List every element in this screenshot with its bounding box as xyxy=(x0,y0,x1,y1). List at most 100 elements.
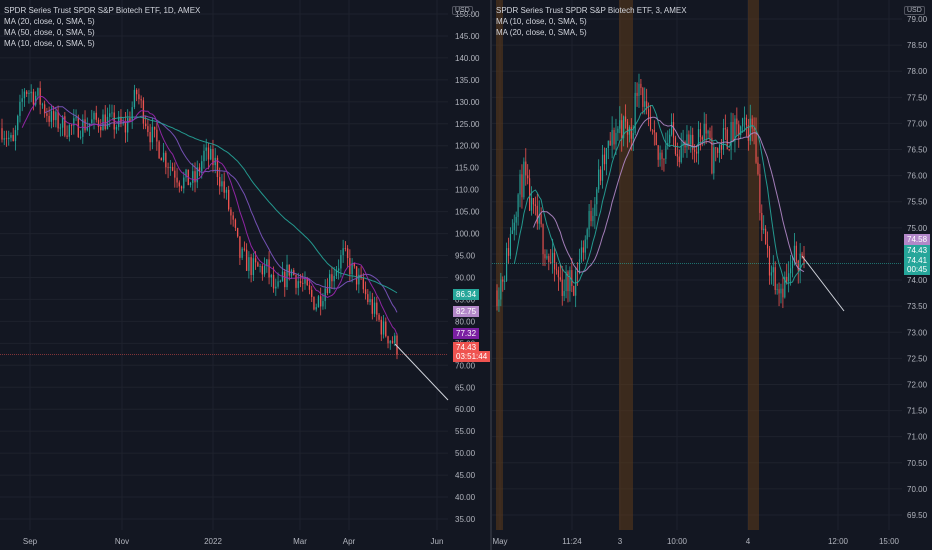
candle-body xyxy=(373,302,376,314)
candle-body xyxy=(678,156,680,163)
candle-body xyxy=(358,274,360,285)
candle-body xyxy=(396,335,398,355)
left-last-price-label: 74.43 xyxy=(453,342,480,353)
right-chart-pane[interactable]: 79.00 78.50 78.00 77.50 77.00 76.50 76.00 75.50… xyxy=(492,0,932,550)
candle-body xyxy=(651,129,653,131)
y-axis-tick-label: 130.00 xyxy=(455,98,480,107)
candle-body xyxy=(578,259,581,272)
candle-body xyxy=(786,276,788,282)
candle-body xyxy=(600,169,602,181)
candle-body xyxy=(21,98,23,102)
candle-body xyxy=(10,134,12,138)
y-axis-tick-label: 72.50 xyxy=(907,354,928,363)
left-indicator-ma10[interactable]: MA (10, close, 0, SMA, 5) xyxy=(4,39,95,48)
candle-body xyxy=(41,104,44,106)
candle-body xyxy=(367,294,369,303)
candle-body xyxy=(169,166,171,168)
candle-body xyxy=(596,189,598,205)
x-axis-tick-label: 12:00 xyxy=(828,537,849,546)
right-indicator-ma10[interactable]: MA (10, close, 0, SMA, 5) xyxy=(496,17,587,26)
x-axis-tick-label: Apr xyxy=(343,537,356,546)
left-ma10-price-label: 77.32 xyxy=(453,328,480,339)
candle-body xyxy=(3,138,5,140)
candle-body xyxy=(676,154,678,157)
candle-body xyxy=(640,83,642,89)
candle-body xyxy=(279,281,281,283)
candle-body xyxy=(337,268,340,271)
pane-divider[interactable] xyxy=(490,0,492,550)
session-break-band xyxy=(619,0,633,530)
candle-body xyxy=(48,115,50,122)
candle-body xyxy=(158,141,160,159)
candle-body xyxy=(355,266,358,285)
candle-body xyxy=(5,138,8,140)
y-axis-tick-label: 105.00 xyxy=(455,208,480,217)
candle-body xyxy=(665,145,667,159)
candle-body xyxy=(697,129,700,154)
candle-body xyxy=(106,116,109,130)
candle-body xyxy=(774,267,776,290)
candle-body xyxy=(713,147,715,174)
candle-body xyxy=(196,167,198,183)
candle-body xyxy=(663,158,665,160)
y-axis-tick-label: 140.00 xyxy=(455,54,480,63)
candle-body xyxy=(147,126,149,133)
x-axis-tick-label: 3 xyxy=(618,537,623,546)
candle-body xyxy=(649,116,652,130)
candle-body xyxy=(14,130,17,141)
candle-body xyxy=(135,89,138,95)
candle-body xyxy=(153,126,156,130)
candle-body xyxy=(548,256,550,263)
candle-body xyxy=(726,129,728,150)
candle-body xyxy=(194,171,196,183)
y-axis-tick-label: 80.00 xyxy=(455,317,476,326)
candle-body xyxy=(79,136,82,138)
candle-body xyxy=(515,216,517,223)
candle-body xyxy=(553,252,556,270)
right-currency-badge[interactable]: USD xyxy=(904,6,925,15)
trend-projection-line xyxy=(801,255,845,312)
left-chart-canvas[interactable]: 150.00145.00140.00135.00130.00125.00120.… xyxy=(0,0,490,550)
candle-body xyxy=(722,128,724,150)
right-indicator-ma20[interactable]: MA (20, close, 0, SMA, 5) xyxy=(496,28,587,37)
candle-body xyxy=(692,134,694,150)
right-chart-canvas[interactable]: 79.00 78.50 78.00 77.50 77.00 76.50 76.00 75.50… xyxy=(492,0,932,550)
candle-body xyxy=(688,134,690,145)
candle-body xyxy=(61,116,64,128)
candle-body xyxy=(311,289,313,297)
candle-body xyxy=(263,265,266,275)
candle-body xyxy=(538,214,540,224)
y-axis-tick-label: 70.50 xyxy=(907,459,928,468)
y-axis-tick-label: 77.50 xyxy=(907,93,928,102)
candle-body xyxy=(277,281,279,287)
candle-body xyxy=(52,111,55,121)
left-indicator-ma50[interactable]: MA (50, close, 0, SMA, 5) xyxy=(4,28,95,37)
left-countdown-label: 03:51:44 xyxy=(453,351,491,362)
candle-body xyxy=(183,177,185,189)
candle-body xyxy=(509,233,512,256)
candle-body xyxy=(717,148,719,153)
candle-body xyxy=(747,125,749,141)
candle-body xyxy=(738,124,740,136)
candle-body xyxy=(178,182,180,187)
left-chart-pane[interactable]: 150.00 145.00 140.00 135.00 130.00 125.00 120.… xyxy=(0,0,491,550)
candle-body xyxy=(333,275,335,282)
candle-body xyxy=(360,274,362,278)
candle-body xyxy=(322,301,324,307)
trend-projection-line xyxy=(394,343,449,401)
candle-body xyxy=(28,93,30,95)
candle-body xyxy=(86,126,88,131)
candle-body xyxy=(259,266,261,267)
left-indicator-ma20[interactable]: MA (20, close, 0, SMA, 5) xyxy=(4,17,95,26)
candle-body xyxy=(628,127,630,135)
candle-body xyxy=(703,123,705,140)
left-currency-badge[interactable]: USD xyxy=(452,6,473,15)
candle-body xyxy=(129,118,131,121)
candle-body xyxy=(270,274,272,278)
candle-body xyxy=(801,253,803,256)
left-chart-title: SPDR Series Trust SPDR S&P Biotech ETF, … xyxy=(4,6,201,15)
candle-body xyxy=(376,302,378,315)
candle-body xyxy=(243,248,246,250)
candle-body xyxy=(239,236,241,258)
x-axis-tick-label: Nov xyxy=(115,537,129,546)
